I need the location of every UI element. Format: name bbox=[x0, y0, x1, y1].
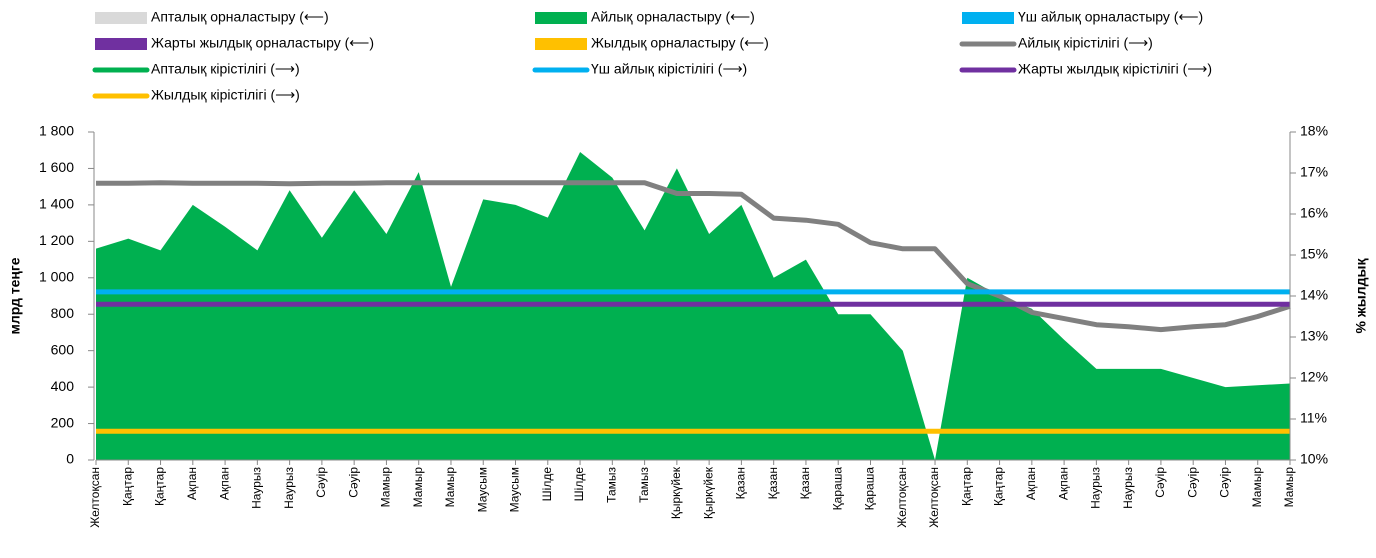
y-axis-label: млрд теңге bbox=[7, 257, 23, 334]
line bbox=[96, 180, 1291, 333]
x-tick-label: Тамыз bbox=[604, 467, 618, 503]
x-tick-label: Ақпан bbox=[217, 467, 231, 500]
x-tick-label: Маусым bbox=[475, 467, 489, 512]
x-tick-label: Желтоқсан bbox=[895, 467, 909, 528]
y2-tick-label: 13% bbox=[1300, 328, 1328, 344]
y2-axis-label: % жылдық bbox=[1353, 259, 1369, 334]
legend-label: Жылдық кірістілігі (⟶) bbox=[151, 87, 300, 103]
y2-tick-label: 18% bbox=[1300, 123, 1328, 139]
x-tick-label: Сәуір bbox=[346, 467, 360, 498]
legend-swatch bbox=[535, 12, 587, 24]
y-tick-label: 400 bbox=[51, 378, 75, 394]
y2-tick-label: 10% bbox=[1300, 451, 1328, 467]
x-tick-label: Қазан bbox=[766, 467, 780, 499]
x-tick-label: Наурыз bbox=[1089, 467, 1103, 509]
legend-swatch bbox=[962, 12, 1014, 24]
x-tick-label: Наурыз bbox=[1121, 467, 1135, 509]
y-tick-label: 0 bbox=[66, 451, 74, 467]
legend-label: Апталық кірістілігі (⟶) bbox=[151, 61, 300, 77]
y-tick-label: 600 bbox=[51, 341, 75, 357]
y2-tick-label: 14% bbox=[1300, 287, 1328, 303]
legend-label: Жылдық орналастыру (⟵) bbox=[591, 35, 769, 51]
x-tick-label: Наурыз bbox=[282, 467, 296, 509]
x-tick-label: Мамыр bbox=[443, 467, 457, 508]
x-tick-label: Қазан bbox=[798, 467, 812, 499]
x-tick-label: Сәуір bbox=[1185, 467, 1199, 498]
x-tick-label: Қыркүйек bbox=[669, 466, 683, 519]
y2-tick-label: 17% bbox=[1300, 164, 1328, 180]
x-tick-label: Қаңтар bbox=[120, 467, 134, 506]
x-tick-label: Қараша bbox=[863, 467, 877, 511]
x-tick-label: Ақпан bbox=[1024, 467, 1038, 500]
x-tick-label: Мамыр bbox=[1250, 467, 1264, 508]
x-tick-label: Наурыз bbox=[250, 467, 264, 509]
legend-label: Үш айлық орналастыру (⟵) bbox=[1018, 9, 1203, 25]
x-tick-label: Қазан bbox=[734, 467, 748, 499]
y2-tick-label: 15% bbox=[1300, 246, 1328, 262]
y-tick-label: 800 bbox=[51, 305, 75, 321]
x-tick-label: Желтоқсан bbox=[927, 467, 941, 528]
y2-tick-label: 12% bbox=[1300, 369, 1328, 385]
y-tick-label: 1 800 bbox=[39, 123, 74, 139]
x-tick-label: Қараша bbox=[830, 467, 844, 511]
y-tick-label: 1 600 bbox=[39, 159, 74, 175]
x-tick-label: Қыркүйек bbox=[701, 466, 715, 519]
x-tick-label: Қаңтар bbox=[959, 467, 973, 506]
x-tick-label: Желтоқсан bbox=[88, 467, 102, 528]
y2-tick-label: 16% bbox=[1300, 205, 1328, 221]
legend-label: Жарты жылдық орналастыру (⟵) bbox=[151, 35, 374, 51]
x-tick-label: Тамыз bbox=[637, 467, 651, 503]
x-tick-label: Мамыр bbox=[1282, 467, 1296, 508]
x-tick-label: Мамыр bbox=[379, 467, 393, 508]
y-tick-label: 200 bbox=[51, 414, 75, 430]
x-tick-label: Сәуір bbox=[1218, 467, 1232, 498]
x-tick-label: Мамыр bbox=[411, 467, 425, 508]
x-tick-label: Сәуір bbox=[314, 467, 328, 498]
y-tick-label: 1 200 bbox=[39, 232, 74, 248]
x-tick-label: Ақпан bbox=[185, 467, 199, 500]
x-tick-label: Ақпан bbox=[1056, 467, 1070, 500]
legend-swatch bbox=[95, 12, 147, 24]
y-tick-label: 1 400 bbox=[39, 196, 74, 212]
x-tick-label: Маусым bbox=[508, 467, 522, 512]
x-tick-label: Шілде bbox=[540, 467, 554, 502]
legend-label: Үш айлық кірістілігі (⟶) bbox=[591, 61, 747, 77]
legend-label: Жарты жылдық кірістілігі (⟶) bbox=[1018, 61, 1212, 77]
legend-label: Апталық орналастыру (⟵) bbox=[151, 9, 329, 25]
x-tick-label: Қаңтар bbox=[992, 467, 1006, 506]
y2-tick-label: 11% bbox=[1300, 410, 1327, 426]
legend-label: Айлық орналастыру (⟵) bbox=[591, 9, 755, 25]
legend-swatch bbox=[95, 38, 147, 50]
x-tick-label: Сәуір bbox=[1153, 467, 1167, 498]
legend-label: Айлық кірістілігі (⟶) bbox=[1018, 35, 1153, 51]
y-tick-label: 1 000 bbox=[39, 268, 74, 284]
x-tick-label: Қаңтар bbox=[153, 467, 167, 506]
legend-swatch bbox=[535, 38, 587, 50]
x-tick-label: Шілде bbox=[572, 467, 586, 502]
